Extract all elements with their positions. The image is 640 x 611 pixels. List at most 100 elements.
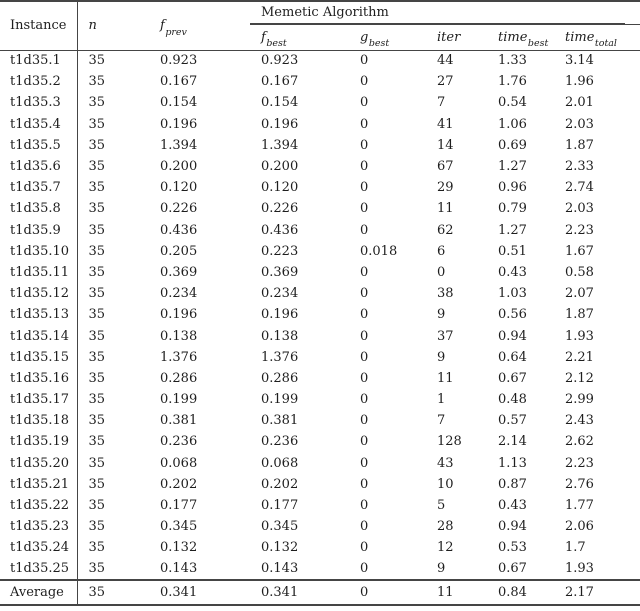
table-cell: 2.33 <box>565 159 594 175</box>
table-cell: 0.369 <box>261 264 299 280</box>
table-cell: 0 <box>360 201 369 217</box>
table-cell: 2.43 <box>565 413 594 429</box>
table-cell: t1d35.6 <box>0 155 78 178</box>
table-cell: 0.196 <box>160 307 198 323</box>
table-cell: 0.199 <box>261 392 299 408</box>
table-cell: 28 <box>437 519 454 535</box>
table-cell: 0.196 <box>261 116 299 132</box>
table-footer: Average 35 0.341 0.341 0 11 0.84 2.17 <box>0 578 640 605</box>
table-cell: 1.93 <box>565 328 594 344</box>
table-cell: 0 <box>360 286 369 302</box>
table-cell: 11 <box>437 201 454 217</box>
table-row: t1d35.24 35 0.132 0.132 0 12 0.53 1.7 <box>0 537 640 559</box>
table-row: t1d35.5 35 1.394 1.394 0 14 0.69 1.87 <box>0 134 640 156</box>
table-cell: 1.376 <box>261 349 299 365</box>
table-row: t1d35.6 35 0.200 0.200 0 67 1.27 2.33 <box>0 155 640 178</box>
table-row: t1d35.3 35 0.154 0.154 0 7 0.54 2.01 <box>0 92 640 114</box>
column-header-f-prev: fprev <box>149 1 250 51</box>
table-cell: t1d35.10 <box>0 240 78 262</box>
table-cell: 1.394 <box>160 137 198 153</box>
table-cell: 2.12 <box>565 370 594 386</box>
table-cell: 0.67 <box>498 370 527 386</box>
table-cell: 0 <box>360 53 369 69</box>
table-cell: 0.87 <box>498 476 527 492</box>
table-body: t1d35.1 35 0.923 0.923 0 44 1.33 3.14 t1d35.2 35 0… <box>0 50 640 580</box>
table-row: t1d35.22 35 0.177 0.177 0 5 0.43 1.77 <box>0 494 640 517</box>
table-cell: 44 <box>437 53 454 69</box>
table-row: t1d35.10 35 0.205 0.223 0.018 6 0.51 1.67 <box>0 240 640 262</box>
table-cell: 1.96 <box>565 74 594 90</box>
table-cell: 2.01 <box>565 95 594 111</box>
table-cell: 0 <box>360 116 369 132</box>
table-cell: 11 <box>437 370 454 386</box>
table-cell: 2.23 <box>565 222 594 238</box>
table-cell: 0 <box>360 95 369 111</box>
table-cell: 6 <box>437 243 446 259</box>
header-symbol: f <box>261 29 266 45</box>
table-cell: t1d35.11 <box>0 261 78 284</box>
table-cell: 0 <box>349 578 426 605</box>
table-row: t1d35.23 35 0.345 0.345 0 28 0.94 2.06 <box>0 516 640 538</box>
group-label: Memetic Algorithm <box>261 4 389 20</box>
table-cell: 0.236 <box>160 434 198 450</box>
table-cell: t1d35.12 <box>0 283 78 305</box>
table-row: t1d35.11 35 0.369 0.369 0 0 0.43 0.58 <box>0 261 640 284</box>
table-cell: 35 <box>88 243 106 259</box>
table-cell: 35 <box>88 434 106 450</box>
table-cell: 7 <box>437 413 446 429</box>
header-subscript: best <box>266 38 287 50</box>
header-symbol: time <box>565 29 595 45</box>
table-cell: t1d35.21 <box>0 473 78 495</box>
table-cell: 2.21 <box>565 349 594 365</box>
table-cell: 0 <box>360 561 369 577</box>
table-cell: 0.56 <box>498 307 527 323</box>
table-cell: 0 <box>360 307 369 323</box>
group-rule: Memetic Algorithm <box>250 2 626 23</box>
table-cell: Average <box>0 578 78 605</box>
table-cell: 1.13 <box>498 455 527 471</box>
table-cell: t1d35.4 <box>0 113 78 135</box>
table-row: t1d35.25 35 0.143 0.143 0 9 0.67 1.93 <box>0 558 640 580</box>
table-cell: 0.234 <box>261 286 299 302</box>
header-symbol: time <box>498 29 528 45</box>
table-header: Instance n fprev Memetic Algorithm fbest… <box>0 1 640 51</box>
table-cell: 0.143 <box>261 561 299 577</box>
table-cell: 35 <box>88 116 106 132</box>
table-cell: 1.77 <box>565 498 594 514</box>
table-cell: t1d35.5 <box>0 134 78 156</box>
table-cell: 1.33 <box>498 53 527 69</box>
table-cell: 0.226 <box>261 201 299 217</box>
table-cell: 1.394 <box>261 137 299 153</box>
table-cell: 0.381 <box>261 413 299 429</box>
table-cell: t1d35.8 <box>0 198 78 220</box>
table-cell: 0.923 <box>160 53 198 69</box>
table-cell: 0.167 <box>261 74 299 90</box>
table-cell: 0.177 <box>261 498 299 514</box>
table-cell: 0.57 <box>498 413 527 429</box>
table-cell: 0.84 <box>487 578 554 605</box>
table-cell: 0 <box>360 349 369 365</box>
table-cell: 0.068 <box>160 455 198 471</box>
table-cell: 0.226 <box>160 201 198 217</box>
table-cell: 9 <box>437 349 446 365</box>
table-cell: 0 <box>360 434 369 450</box>
table-cell: 35 <box>88 53 106 69</box>
table-cell: 35 <box>88 349 106 365</box>
table-cell: 0.177 <box>160 498 198 514</box>
table-cell: 1 <box>437 392 446 408</box>
table-row: t1d35.14 35 0.138 0.138 0 37 0.94 1.93 <box>0 325 640 347</box>
table-cell: 0.199 <box>160 392 198 408</box>
column-header-iter: iter <box>426 24 487 51</box>
table-cell: 0.154 <box>160 95 198 111</box>
table-cell: 2.03 <box>565 201 594 217</box>
table-cell: 0.120 <box>160 180 198 196</box>
table-cell: 1.376 <box>160 349 198 365</box>
table-cell: 7 <box>437 95 446 111</box>
table-cell: t1d35.15 <box>0 346 78 368</box>
table-cell: 2.17 <box>554 578 640 605</box>
table-cell: 0 <box>360 519 369 535</box>
table-cell: 2.99 <box>565 392 594 408</box>
table-cell: 9 <box>437 307 446 323</box>
table-cell: 35 <box>88 222 106 238</box>
table-cell: 0.286 <box>160 370 198 386</box>
